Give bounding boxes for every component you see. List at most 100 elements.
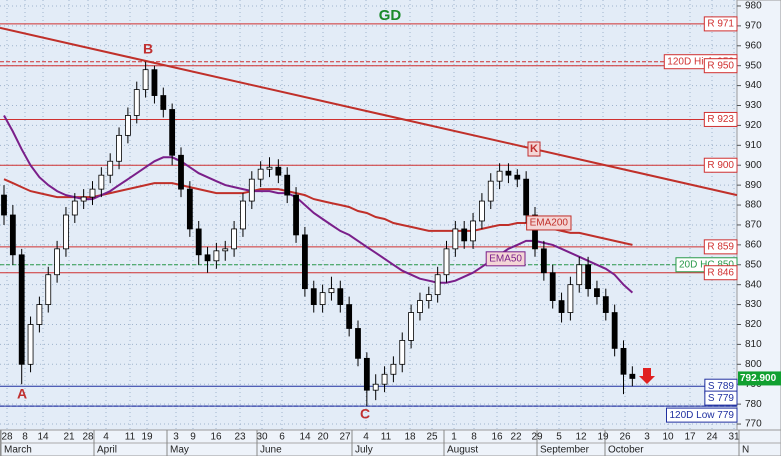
candle-body xyxy=(319,292,326,305)
candle-body xyxy=(284,174,291,196)
candle-body xyxy=(301,234,308,290)
month-label: June xyxy=(260,445,282,456)
candle-body xyxy=(487,180,494,202)
candle-body xyxy=(540,248,547,274)
x-tick-label: 19 xyxy=(141,432,153,443)
candle-body xyxy=(160,95,167,110)
candle-body xyxy=(266,166,273,170)
y-tick-label: 930 xyxy=(745,100,762,111)
candle-body xyxy=(222,248,229,252)
candle-body xyxy=(594,288,600,298)
x-tick-label: 4 xyxy=(363,432,369,443)
candle-body xyxy=(496,170,503,182)
y-tick-label: 850 xyxy=(745,259,762,270)
candle-body xyxy=(363,357,370,391)
candle-body xyxy=(125,115,131,136)
y-tick-label: 890 xyxy=(745,180,762,191)
x-tick-label: 9 xyxy=(190,432,196,443)
candle-body xyxy=(443,248,450,276)
candle-body xyxy=(549,272,556,302)
level-label-box xyxy=(703,157,738,173)
x-tick-label: 17 xyxy=(684,432,696,443)
candle-body xyxy=(328,288,335,294)
candle-body xyxy=(452,228,459,250)
month-label: N xyxy=(742,445,749,456)
candle-body xyxy=(116,134,122,162)
x-tick-label: 20 xyxy=(317,432,329,443)
candle-body xyxy=(514,174,521,180)
down-arrow xyxy=(639,368,655,384)
candle-body xyxy=(80,196,87,202)
x-tick-label: 11 xyxy=(381,432,392,443)
level-label-box xyxy=(703,58,738,74)
candle-body xyxy=(620,347,627,375)
annotation: K xyxy=(530,143,538,155)
level-label-box xyxy=(703,16,738,32)
candle-body xyxy=(390,363,397,375)
ema-label-box xyxy=(526,215,572,231)
x-tick-label: 14 xyxy=(299,432,311,443)
y-tick-label: 770 xyxy=(745,419,762,430)
y-tick-label: 880 xyxy=(745,200,762,211)
x-tick-label: 27 xyxy=(339,432,351,443)
y-tick-label: 900 xyxy=(745,160,762,171)
candle-body xyxy=(478,200,485,222)
last-price-box xyxy=(738,371,781,386)
level-label-box xyxy=(703,239,738,255)
month-label: July xyxy=(355,445,373,456)
level-label: R 923 xyxy=(707,114,734,125)
candle-body xyxy=(408,312,415,341)
level-label: R 950 xyxy=(707,60,734,71)
candle-body xyxy=(1,194,7,216)
x-tick-label: 10 xyxy=(662,432,674,443)
level-label: 20D HC 850 xyxy=(679,259,734,270)
y-tick-label: 940 xyxy=(745,80,762,91)
candle-body xyxy=(204,254,211,262)
month-label: March xyxy=(4,445,32,456)
annotation: B xyxy=(143,41,153,57)
candle-body xyxy=(434,274,441,296)
candle-body xyxy=(107,160,114,176)
candle-body xyxy=(71,200,78,216)
x-tick-label: 19 xyxy=(597,432,609,443)
level-label: R 846 xyxy=(707,267,734,278)
x-tick-label: 4 xyxy=(103,432,109,443)
candle-body xyxy=(169,109,176,156)
y-axis-panel xyxy=(736,0,781,431)
candle-body xyxy=(18,254,25,365)
candle-body xyxy=(98,174,105,190)
annotation-box xyxy=(527,141,541,157)
month-label: October xyxy=(608,445,644,456)
candle-body xyxy=(63,214,69,250)
x-tick-label: 12 xyxy=(575,432,587,443)
month-label: August xyxy=(447,445,478,456)
x-tick-label: 23 xyxy=(234,432,246,443)
candle-body xyxy=(178,154,184,190)
x-tick-label: 30 xyxy=(256,432,268,443)
x-tick-label: 31 xyxy=(728,432,740,443)
candle-body xyxy=(54,248,60,276)
candle-body xyxy=(133,89,140,116)
x-tick-label: 28 xyxy=(1,432,13,443)
candle-body xyxy=(381,373,388,385)
x-tick-label: 8 xyxy=(471,432,477,443)
ema-line xyxy=(3,115,634,294)
month-label: April xyxy=(97,445,117,456)
candle-body xyxy=(186,188,193,230)
level-label-box xyxy=(703,265,738,281)
candle-body xyxy=(346,304,353,329)
candle-body xyxy=(195,228,202,256)
level-label-box xyxy=(704,390,738,406)
x-tick-label: 11 xyxy=(125,432,136,443)
candle-body xyxy=(337,288,344,305)
level-label: R 971 xyxy=(707,19,734,30)
candle-body xyxy=(248,178,255,202)
candle-body xyxy=(611,312,618,349)
x-tick-label: 28 xyxy=(82,432,94,443)
x-tick-label: 3 xyxy=(644,432,650,443)
annotation: C xyxy=(360,406,370,422)
x-tick-label: 25 xyxy=(426,432,438,443)
level-label: R 900 xyxy=(707,160,734,171)
level-label-box xyxy=(703,111,738,127)
